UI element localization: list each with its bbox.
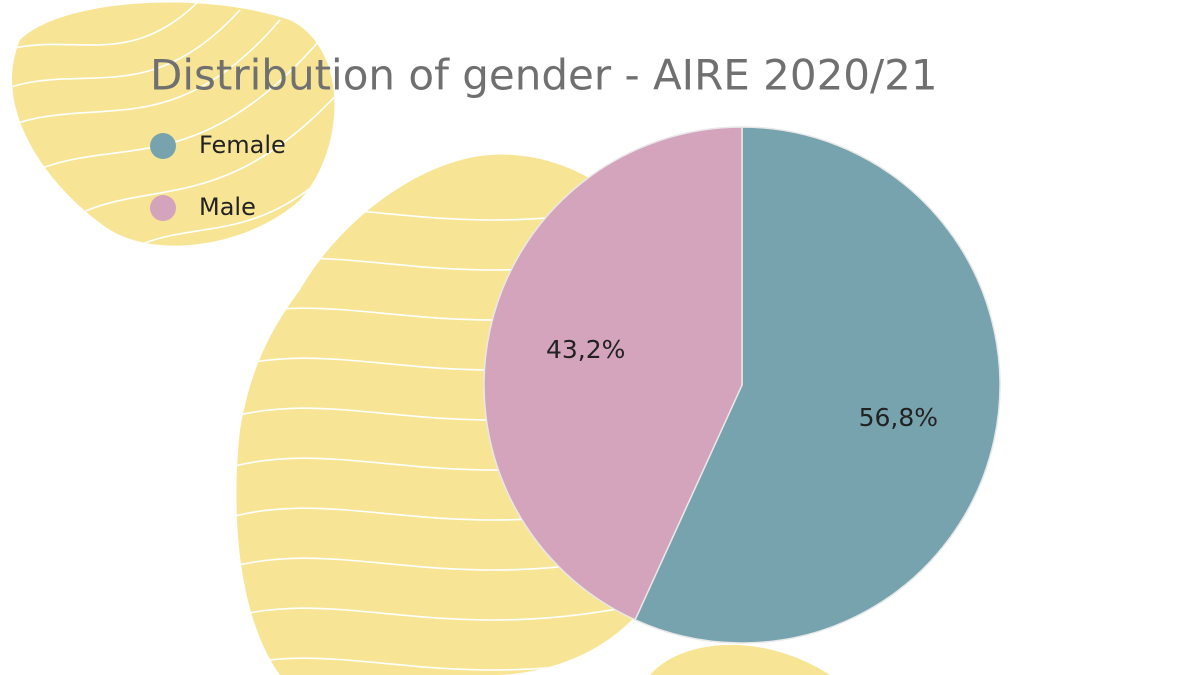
legend-label: Female xyxy=(199,131,286,159)
chart-title: Distribution of gender - AIRE 2020/21 xyxy=(150,51,938,100)
data-label: 43,2% xyxy=(546,335,625,364)
pie-slice xyxy=(483,126,743,621)
pie-slice xyxy=(634,126,1001,644)
legend-swatch xyxy=(150,133,176,159)
legend-label: Male xyxy=(199,193,256,221)
data-label: 56,8% xyxy=(859,403,938,432)
legend-swatch xyxy=(150,195,176,221)
